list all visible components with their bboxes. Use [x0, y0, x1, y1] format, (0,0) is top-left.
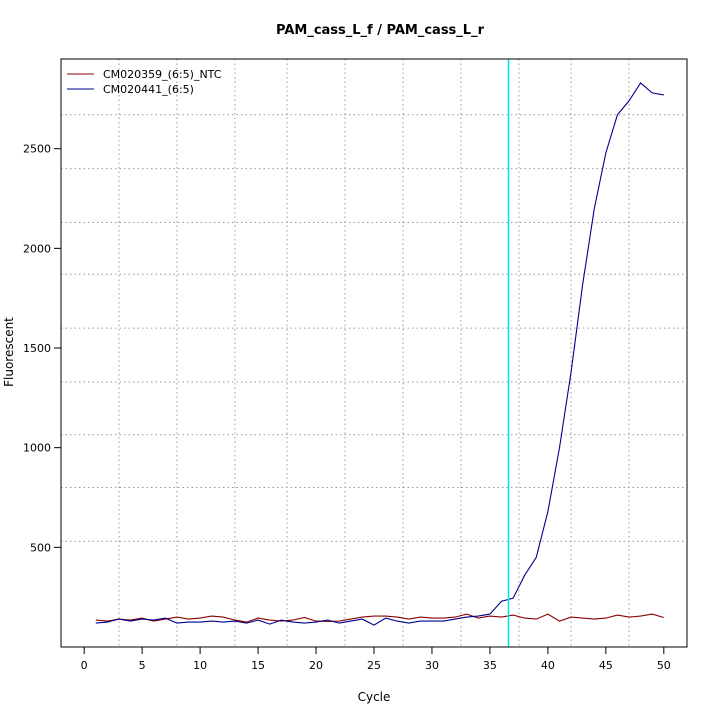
x-tick-label: 30: [425, 659, 439, 672]
y-axis: 500 1000 1500 2000 2500: [23, 143, 61, 554]
x-tick-label: 40: [541, 659, 555, 672]
series-line: [95, 613, 664, 623]
legend-label: CM020441_(6:5): [103, 83, 194, 96]
y-axis-label: Fluorescent: [2, 317, 16, 387]
x-tick-label: 10: [193, 659, 207, 672]
x-tick-label: 50: [657, 659, 671, 672]
x-tick-label: 15: [251, 659, 265, 672]
y-tick-label: 1500: [23, 342, 51, 355]
legend: CM020359_(6:5)_NTC CM020441_(6:5): [67, 68, 222, 96]
x-tick-label: 20: [309, 659, 323, 672]
x-tick-label: 45: [599, 659, 613, 672]
x-tick-label: 0: [81, 659, 88, 672]
chart-title: PAM_cass_L_f / PAM_cass_L_r: [276, 23, 485, 38]
x-axis-label: Cycle: [358, 690, 391, 704]
x-tick-label: 5: [139, 659, 146, 672]
x-tick-label: 35: [483, 659, 497, 672]
data-series: [95, 82, 664, 626]
y-tick-label: 2000: [23, 242, 51, 255]
x-tick-label: 25: [367, 659, 381, 672]
y-tick-label: 2500: [23, 143, 51, 156]
y-tick-label: 500: [30, 541, 51, 554]
x-axis: 0 5 10 15 20 25 30 35 40 45 50: [81, 647, 671, 672]
series-line: [95, 82, 664, 626]
y-tick-label: 1000: [23, 442, 51, 455]
grid-lines: [61, 59, 687, 647]
legend-label: CM020359_(6:5)_NTC: [103, 68, 222, 81]
